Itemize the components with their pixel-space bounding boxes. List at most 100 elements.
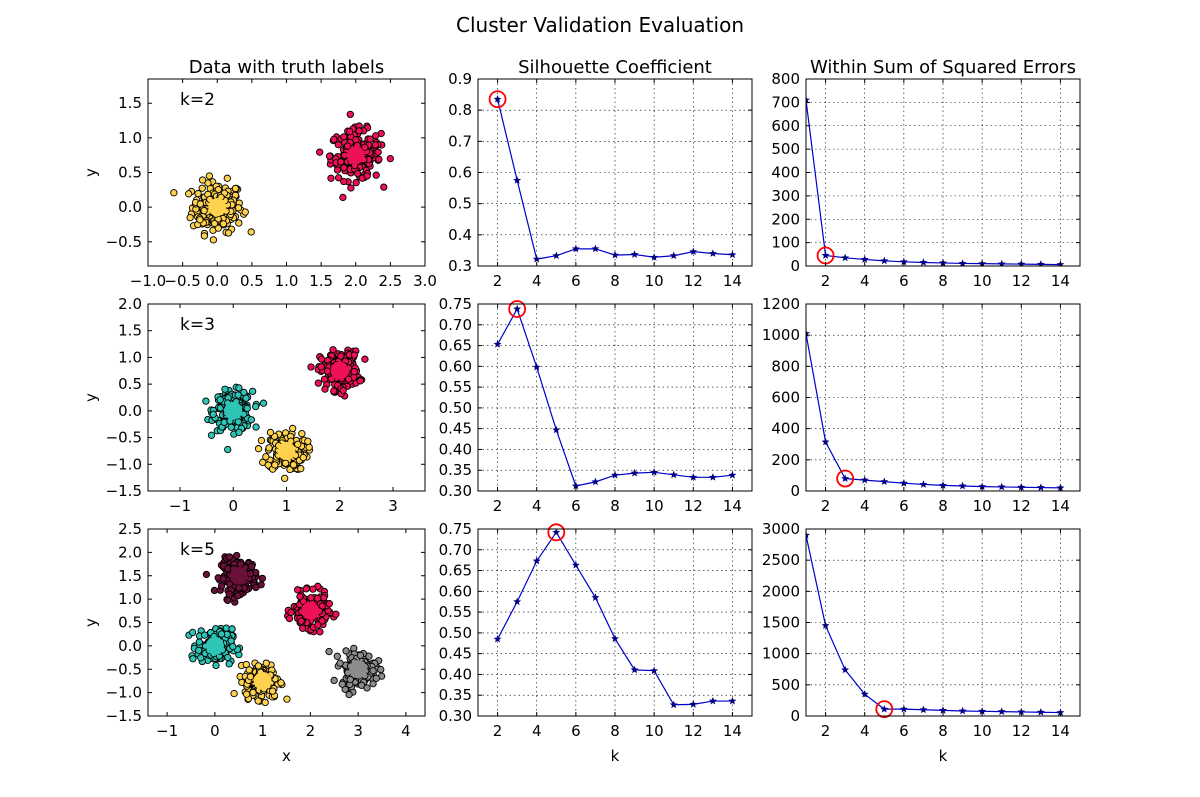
data-point xyxy=(302,585,310,593)
x-tick-label: 2 xyxy=(821,722,831,740)
data-point xyxy=(170,189,178,197)
data-point xyxy=(200,232,209,240)
data-point-star xyxy=(958,706,967,715)
data-point xyxy=(254,697,262,705)
data-point xyxy=(363,684,371,692)
x-tick-label: 8 xyxy=(610,722,620,740)
data-point xyxy=(297,617,305,625)
data-point xyxy=(372,132,380,140)
data-point xyxy=(247,416,255,424)
data-point-star xyxy=(728,696,737,705)
x-tick-label: 14 xyxy=(723,722,742,740)
x-tick-label: 0.5 xyxy=(240,272,264,290)
x-tick-label: 1 xyxy=(282,497,292,515)
x-tick-label: 6 xyxy=(571,722,581,740)
data-point xyxy=(369,667,377,675)
cluster-centroid xyxy=(208,198,227,217)
x-tick-label: 12 xyxy=(684,497,703,515)
panel-2: 2 4 6 8 10 12 14 0.3 0.4 0.5 0.6 0.7 0.8 0.9 Silhouett… xyxy=(448,57,753,290)
data-point xyxy=(194,189,202,198)
data-point-star xyxy=(939,481,947,489)
data-point-star xyxy=(552,529,561,536)
data-point xyxy=(189,655,197,663)
x-tick-label: 14 xyxy=(723,497,742,515)
x-tick-label: 2 xyxy=(306,722,316,740)
best-k-marker xyxy=(547,523,566,542)
data-point-star xyxy=(1017,707,1026,716)
y-tick-label: 0.5 xyxy=(448,195,472,213)
data-point xyxy=(234,418,242,426)
x-tick-label: 10 xyxy=(973,272,992,290)
y-tick-label: 3000 xyxy=(762,520,800,538)
data-point-star xyxy=(1036,708,1045,716)
y-tick-label: 0.50 xyxy=(439,399,472,417)
data-point xyxy=(325,152,334,160)
k-annotation: k=5 xyxy=(180,540,215,560)
y-tick-label: 0.8 xyxy=(448,101,472,119)
data-point xyxy=(337,158,345,166)
data-point xyxy=(198,176,207,184)
data-point-star xyxy=(708,473,717,481)
k-annotation: k=3 xyxy=(180,315,215,335)
data-point-star xyxy=(650,468,659,476)
data-point xyxy=(246,570,254,578)
data-point xyxy=(220,418,228,426)
cluster-2 xyxy=(284,582,340,636)
y-tick-label: 0.3 xyxy=(448,257,472,275)
y-tick-label: 2500 xyxy=(762,551,800,569)
y-tick-label: 1500 xyxy=(762,614,800,632)
data-point xyxy=(262,659,270,667)
x-tick-label: 14 xyxy=(1051,497,1070,515)
data-point-star xyxy=(1017,483,1026,491)
figure-title: Cluster Validation Evaluation xyxy=(456,13,744,37)
data-point xyxy=(371,141,379,149)
data-point xyxy=(297,465,305,473)
data-point xyxy=(195,638,203,646)
data-point xyxy=(330,676,338,685)
y-tick-label: 0.55 xyxy=(439,378,472,396)
data-point xyxy=(185,190,193,198)
data-point xyxy=(340,164,348,172)
data-point xyxy=(281,474,289,483)
x-tick-label: 2 xyxy=(493,497,503,515)
cluster-centroid xyxy=(349,660,368,679)
data-point xyxy=(216,396,224,404)
panel-4: −1 0 1 2 3 −1.5 −1.0 −0.5 0.0 0.5 1.0 1.5 2.0 k=3 y xyxy=(82,295,426,515)
data-point xyxy=(234,391,242,399)
x-tick-label: 14 xyxy=(1051,272,1070,290)
data-point xyxy=(339,193,347,202)
data-point-star xyxy=(997,259,1006,266)
data-point-star xyxy=(552,425,561,434)
x-tick-label: 14 xyxy=(1051,722,1070,740)
x-tick-label: 2 xyxy=(493,272,503,290)
data-point xyxy=(224,445,232,454)
data-point-star xyxy=(841,665,850,674)
data-point-star xyxy=(532,362,541,371)
x-tick-label: 10 xyxy=(973,497,992,515)
y-tick-label: −0.5 xyxy=(106,429,142,447)
y-tick-label: 1.0 xyxy=(118,590,142,608)
x-tick-label: 12 xyxy=(684,272,703,290)
data-point xyxy=(227,423,235,431)
data-point xyxy=(314,621,322,629)
x-tick-label: −1 xyxy=(156,722,178,740)
data-point-star xyxy=(571,244,580,253)
data-point xyxy=(207,431,216,439)
x-tick-label: 2.0 xyxy=(344,272,368,290)
plot-area xyxy=(170,110,394,244)
data-point-star xyxy=(611,471,619,479)
x-tick-label: 8 xyxy=(938,272,948,290)
cluster-centroid xyxy=(253,671,272,690)
data-point xyxy=(228,625,236,633)
cluster-centroid xyxy=(346,146,365,165)
data-point-star xyxy=(552,251,561,260)
data-point-star xyxy=(997,707,1006,716)
data-point xyxy=(254,445,263,453)
data-point xyxy=(277,679,285,687)
x-tick-label: 6 xyxy=(571,497,581,515)
data-point-star xyxy=(689,700,698,708)
y-axis-label: y xyxy=(82,393,100,402)
panel-9: 2 4 6 8 10 12 14 0 500 1000 1500 2000 2500 3000 k xyxy=(762,520,1081,765)
data-point-star xyxy=(689,473,698,481)
x-tick-label: 10 xyxy=(973,722,992,740)
